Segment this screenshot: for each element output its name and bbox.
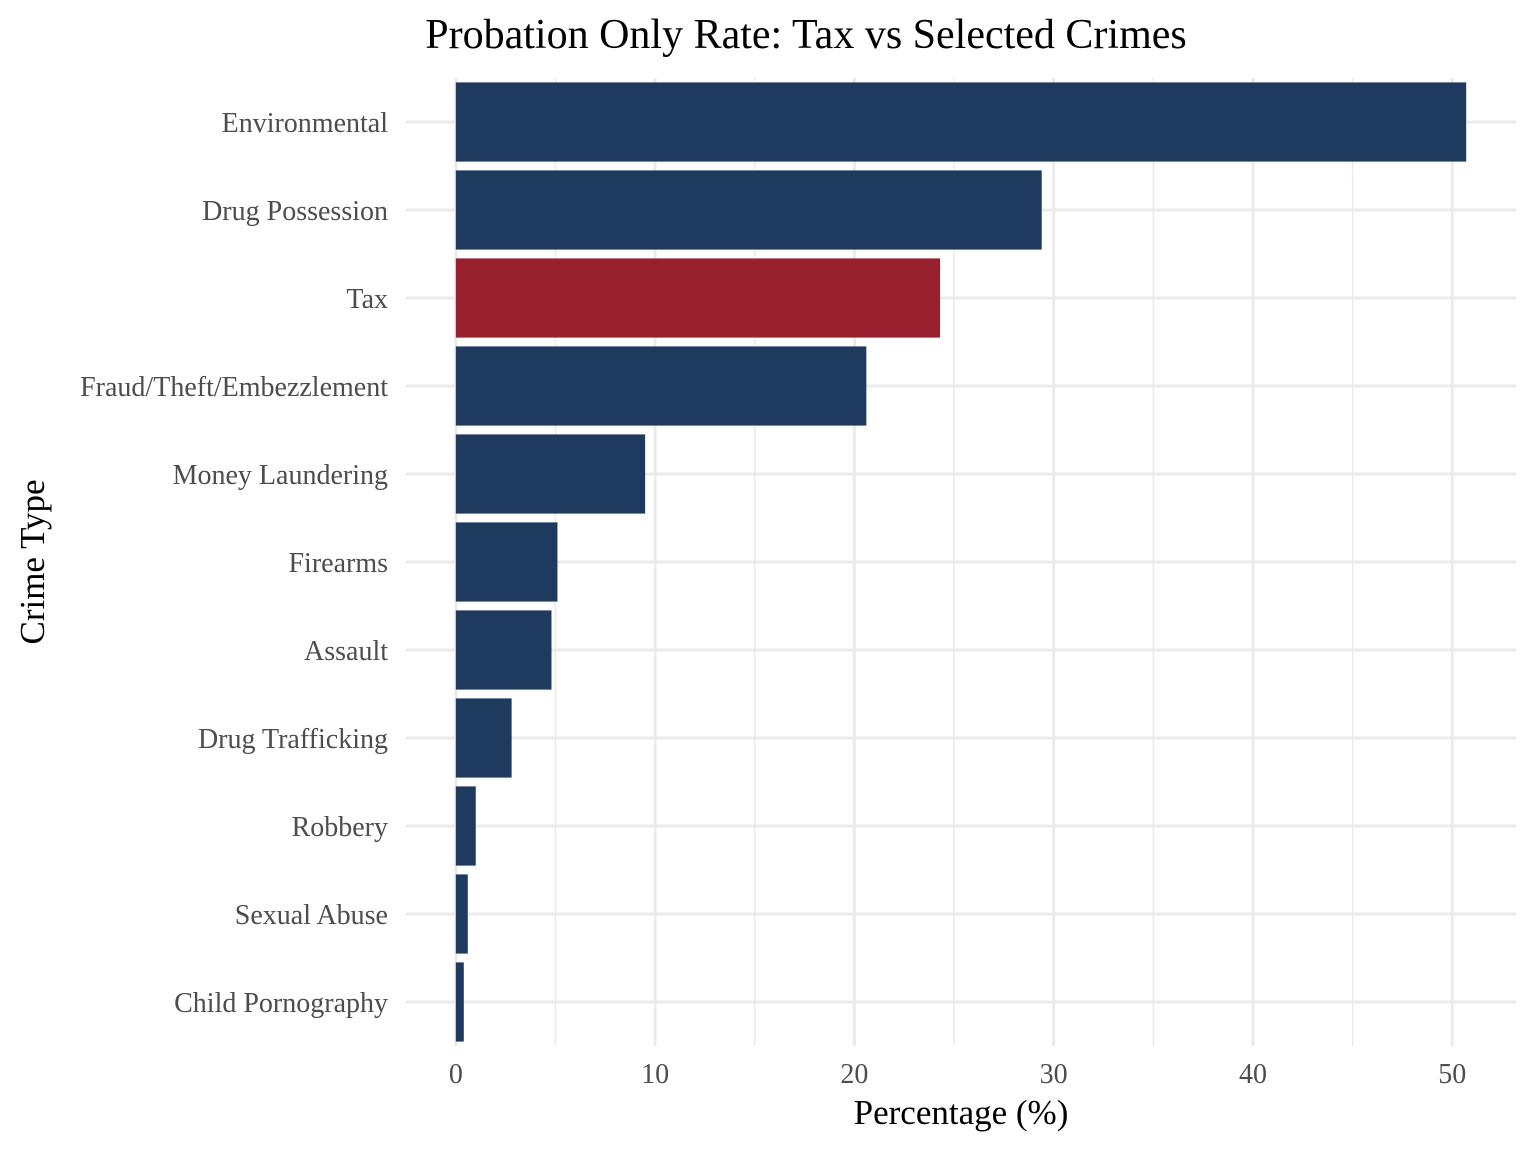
y-tick-label: Assault (304, 636, 388, 667)
x-tick-label: 30 (1040, 1059, 1068, 1090)
bar-drug-possession (455, 170, 1042, 250)
y-tick-labels: Environmental Drug Possession Tax Fraud/The… (80, 108, 388, 1019)
x-tick-label: 10 (641, 1059, 669, 1090)
y-tick-label: Tax (346, 284, 388, 315)
y-tick-label: Environmental (222, 108, 389, 139)
bar-fraud-theft-embezzlement (455, 346, 867, 426)
x-tick-label: 50 (1438, 1059, 1466, 1090)
x-axis-title: Percentage (%) (854, 1093, 1069, 1132)
chart-title: Probation Only Rate: Tax vs Selected Cri… (425, 12, 1187, 58)
y-axis-title: Crime Type (13, 479, 52, 644)
bar-environmental (455, 82, 1467, 162)
bar-child-pornography (455, 962, 464, 1042)
y-tick-label: Drug Trafficking (198, 724, 388, 755)
bar-tax (455, 258, 941, 338)
bars (455, 82, 1467, 1042)
y-tick-label: Money Laundering (173, 460, 388, 491)
y-tick-label: Fraud/Theft/Embezzlement (80, 372, 388, 403)
x-tick-label: 40 (1239, 1059, 1267, 1090)
x-tick-label: 20 (840, 1059, 868, 1090)
bar-drug-trafficking (455, 698, 512, 778)
bar-assault (455, 610, 552, 690)
x-tick-label: 0 (449, 1059, 463, 1090)
bar-robbery (455, 786, 476, 866)
y-tick-label: Sexual Abuse (235, 900, 388, 931)
y-tick-label: Robbery (292, 812, 388, 843)
y-tick-label: Firearms (288, 548, 388, 579)
y-tick-label: Child Pornography (174, 988, 388, 1019)
bar-firearms (455, 522, 558, 602)
x-tick-labels: 0 10 20 30 40 50 (449, 1059, 1466, 1090)
bar-sexual-abuse (455, 874, 468, 954)
y-tick-label: Drug Possession (202, 196, 388, 227)
bar-money-laundering (455, 434, 646, 514)
